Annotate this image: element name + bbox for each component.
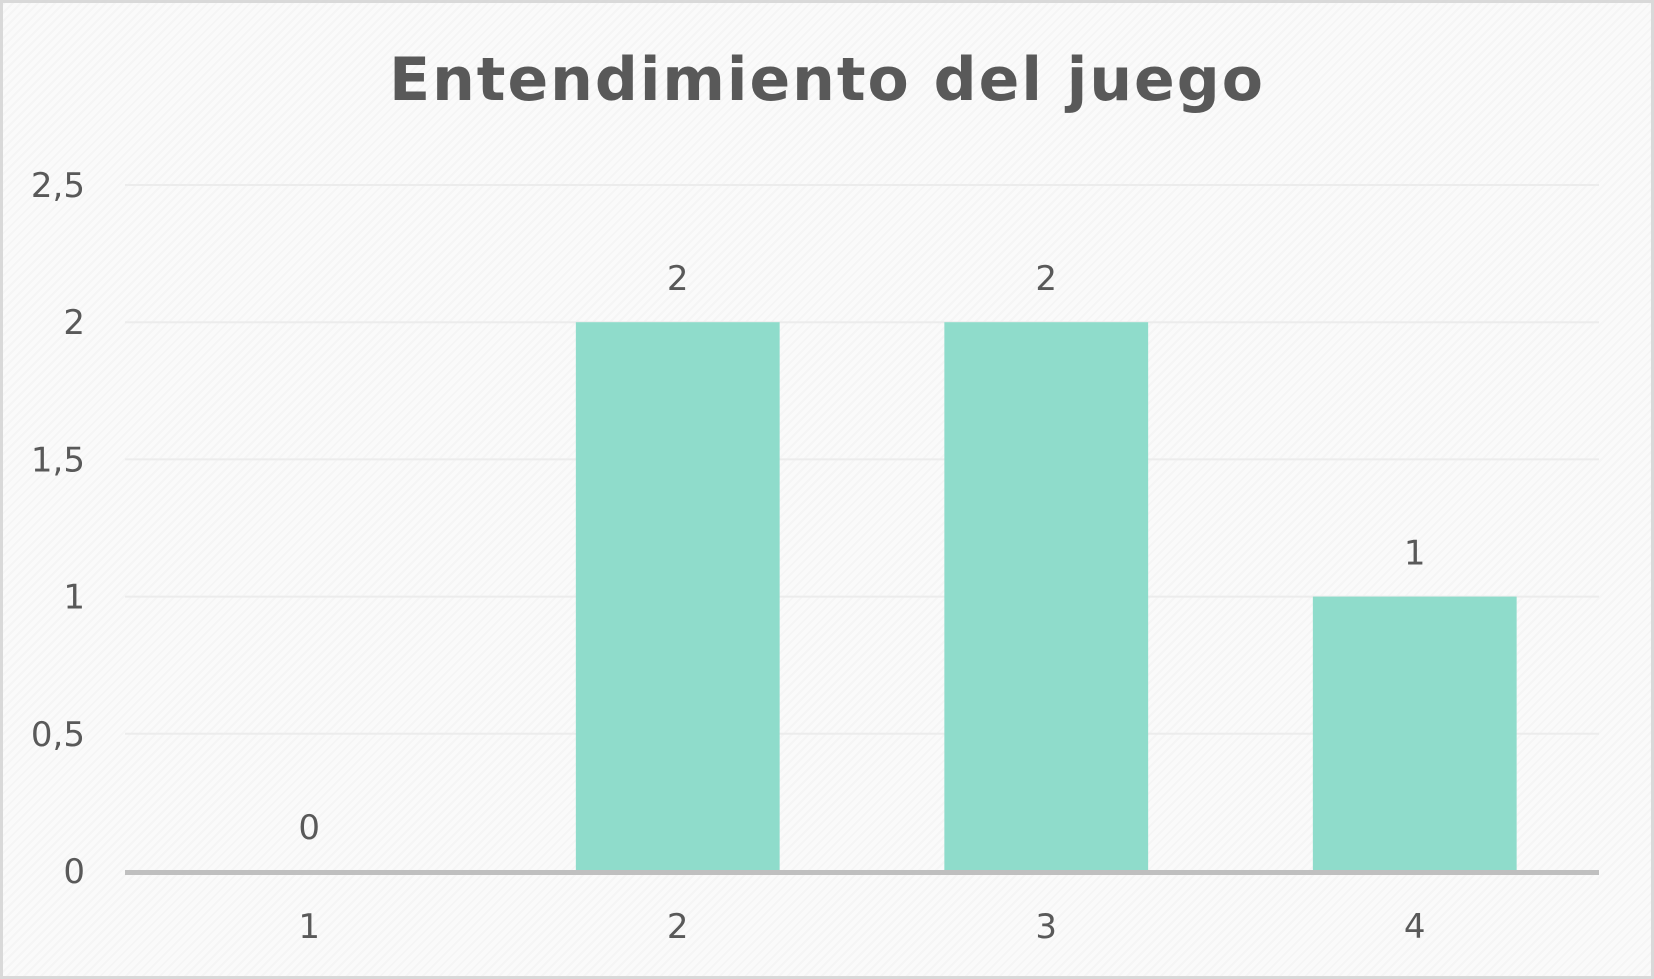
data-label: 1 <box>1404 534 1426 574</box>
data-label: 2 <box>667 259 689 299</box>
data-label: 2 <box>1035 259 1057 299</box>
x-tick-label: 1 <box>298 907 320 947</box>
x-tick-label: 3 <box>1035 907 1057 947</box>
y-tick-label: 2 <box>63 303 85 343</box>
labels: 0 0,5 1 1,5 2 2,5 0 1 2 2 2 3 1 4 <box>31 166 1426 947</box>
bar <box>1312 596 1517 871</box>
chart-title: Entendimiento del juego <box>389 45 1265 115</box>
y-tick-label: 1,5 <box>31 440 85 480</box>
bar <box>944 322 1149 871</box>
y-tick-label: 2,5 <box>31 166 85 206</box>
bars <box>575 322 1517 871</box>
x-tick-label: 2 <box>667 907 689 947</box>
bar-chart-plot: 0 0,5 1 1,5 2 2,5 0 1 2 2 2 3 1 4 <box>31 166 1599 947</box>
x-tick-label: 4 <box>1404 907 1426 947</box>
bar <box>575 322 780 871</box>
y-tick-label: 0 <box>63 852 85 892</box>
data-label: 0 <box>298 808 320 848</box>
y-tick-label: 1 <box>63 578 85 618</box>
y-tick-label: 0,5 <box>31 715 85 755</box>
